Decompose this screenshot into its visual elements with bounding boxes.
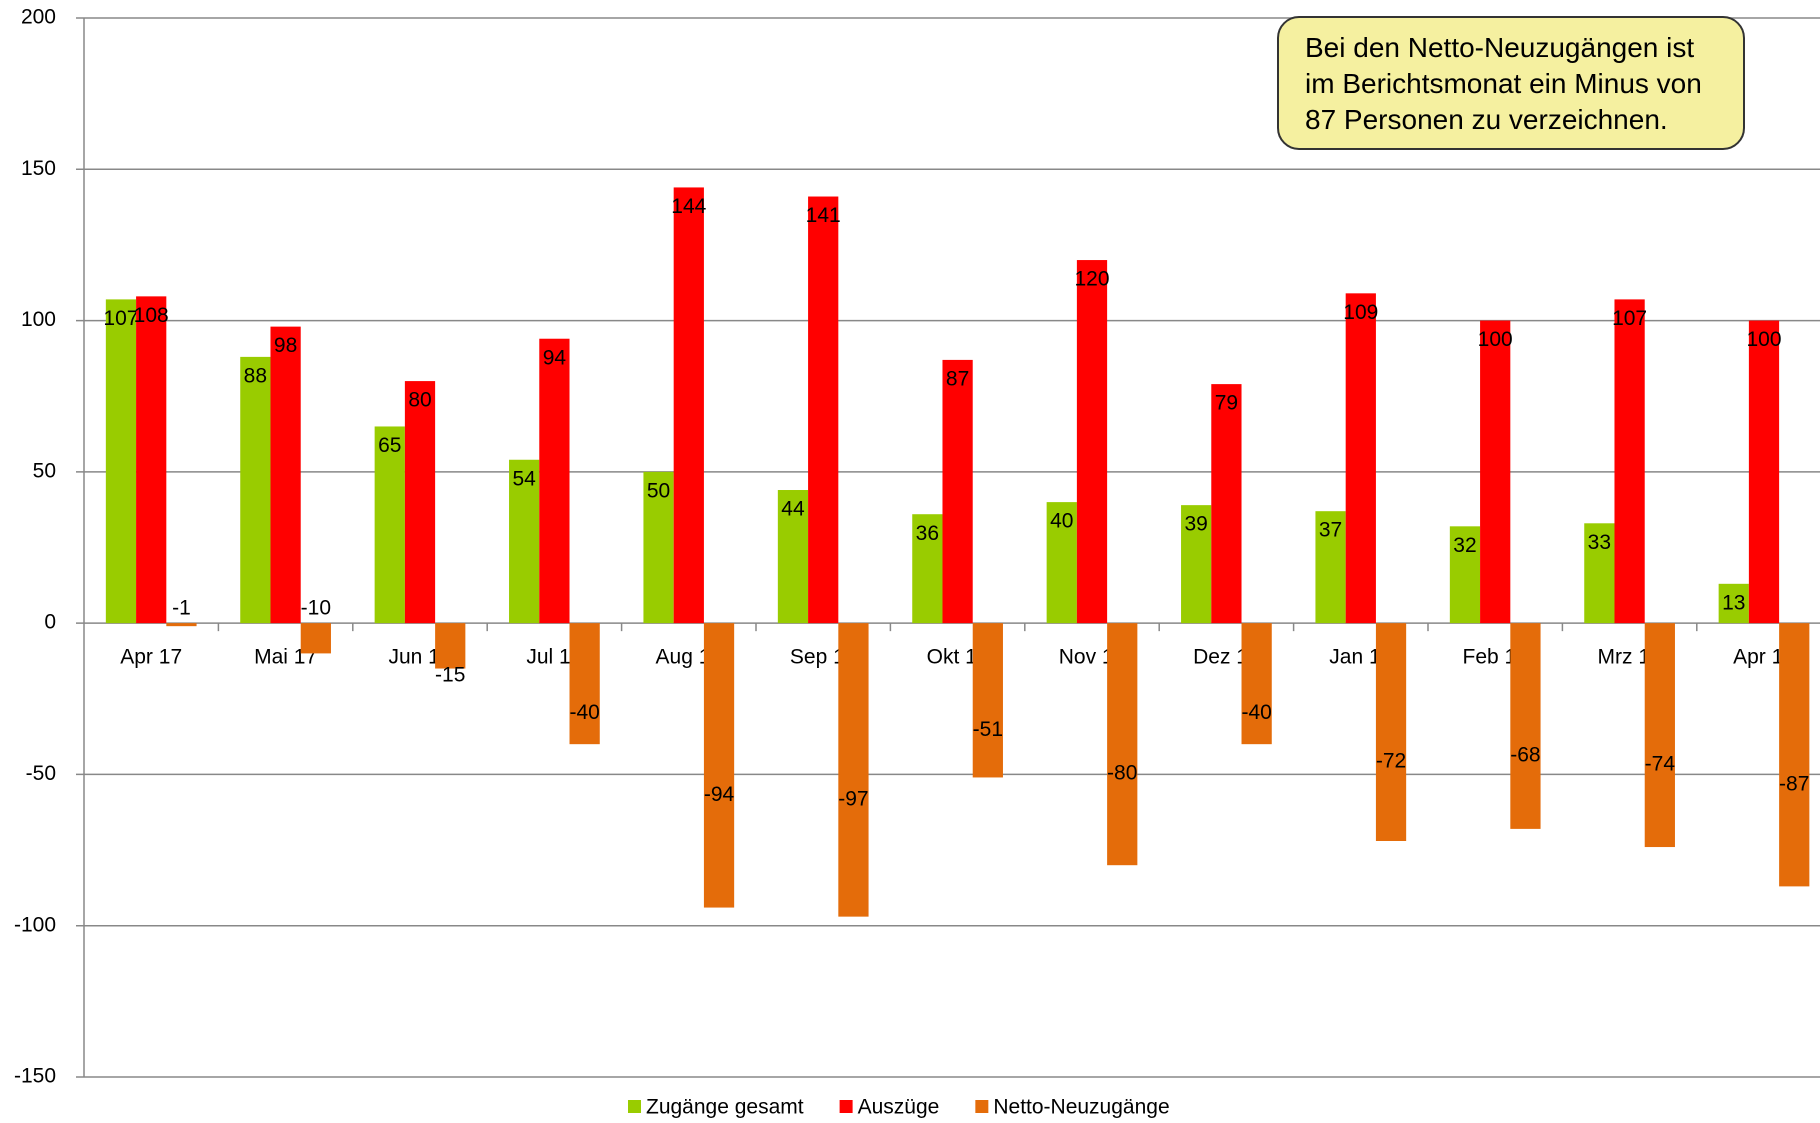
y-tick-label: -50 [26, 762, 56, 785]
y-tick-label: -100 [14, 913, 56, 936]
data-label: 88 [244, 364, 267, 387]
bar [1779, 623, 1810, 887]
data-label: 141 [806, 204, 841, 227]
y-tick-label: 100 [21, 308, 56, 331]
bar [1315, 511, 1346, 624]
legend-label: Auszüge [858, 1096, 940, 1119]
bar [270, 326, 301, 624]
data-label: 87 [946, 367, 969, 390]
data-label: 109 [1343, 301, 1378, 324]
bar [1510, 623, 1541, 829]
bar [1718, 583, 1749, 624]
bar [1584, 523, 1615, 624]
data-label: 36 [916, 522, 939, 545]
data-label: 40 [1050, 510, 1073, 533]
y-tick-label: 0 [44, 611, 56, 634]
data-label: 94 [543, 346, 567, 369]
bar [1480, 320, 1511, 624]
bar [972, 623, 1003, 778]
data-label: -1 [172, 597, 191, 620]
bar [1375, 623, 1407, 841]
legend-swatch [975, 1100, 989, 1113]
bar [643, 471, 674, 624]
data-label: -94 [704, 783, 735, 806]
data-label: 120 [1074, 268, 1109, 291]
x-tick-label: Jul 17 [526, 646, 582, 669]
data-label: 107 [1612, 307, 1647, 330]
data-label: -68 [1510, 744, 1540, 767]
bar [942, 359, 973, 624]
bar [509, 459, 540, 624]
data-label: -40 [569, 701, 599, 724]
data-label: 98 [274, 334, 297, 357]
data-label: -40 [1241, 701, 1271, 724]
legend-label: Netto-Neuzugänge [993, 1096, 1169, 1119]
data-label: -80 [1107, 762, 1137, 785]
bar [1644, 623, 1675, 848]
data-label: 33 [1588, 531, 1611, 554]
bar [166, 623, 197, 627]
data-label: -15 [435, 663, 465, 686]
data-label: 100 [1746, 328, 1781, 351]
bar [435, 623, 466, 669]
bar [539, 338, 570, 624]
bar [912, 514, 943, 624]
data-label: 108 [134, 304, 169, 327]
bar [1345, 293, 1376, 624]
bar [1449, 526, 1481, 624]
bar [1076, 260, 1108, 624]
data-label: 13 [1722, 591, 1745, 614]
bar [105, 299, 137, 624]
data-label: 32 [1453, 534, 1476, 557]
bar [569, 623, 600, 745]
bar [374, 426, 405, 624]
data-label: -74 [1645, 753, 1676, 776]
data-label: 54 [512, 467, 536, 490]
bar [1046, 502, 1077, 624]
bar [240, 356, 271, 624]
bar [136, 296, 167, 624]
bar [808, 196, 839, 624]
bar [673, 187, 704, 624]
legend-swatch [839, 1100, 853, 1113]
data-label: 144 [671, 195, 706, 218]
x-tick-label: Apr 17 [120, 646, 182, 669]
bar [703, 623, 735, 908]
data-label: 79 [1215, 392, 1238, 415]
data-label: 37 [1319, 519, 1342, 542]
bar [838, 623, 869, 917]
legend-label: Zugänge gesamt [646, 1096, 804, 1119]
data-label: 80 [408, 389, 431, 412]
y-tick-label: 50 [33, 459, 56, 482]
data-label: 65 [378, 434, 401, 457]
data-label: 44 [781, 498, 805, 521]
data-label: -51 [973, 718, 1003, 741]
data-label: -97 [838, 787, 868, 810]
annotation: Bei den Netto-Neuzugängen ist im Bericht… [1277, 16, 1745, 150]
bar [1181, 505, 1212, 624]
bar [1107, 623, 1138, 866]
y-tick-label: -150 [14, 1065, 56, 1088]
bar [1211, 384, 1242, 624]
data-label: 100 [1478, 328, 1513, 351]
data-label: 39 [1184, 513, 1207, 536]
data-label: -87 [1779, 772, 1809, 795]
legend-swatch [628, 1100, 641, 1113]
bar [300, 623, 331, 654]
data-label: 50 [647, 479, 670, 502]
y-tick-label: 200 [21, 6, 56, 29]
bar [1614, 299, 1645, 624]
data-label: -10 [301, 597, 331, 620]
bar [1241, 623, 1272, 745]
bar [777, 490, 809, 624]
bar [1748, 320, 1780, 624]
data-label: -72 [1376, 750, 1406, 773]
data-label: 107 [103, 307, 138, 330]
bar [404, 381, 436, 624]
y-tick-label: 150 [21, 157, 56, 180]
